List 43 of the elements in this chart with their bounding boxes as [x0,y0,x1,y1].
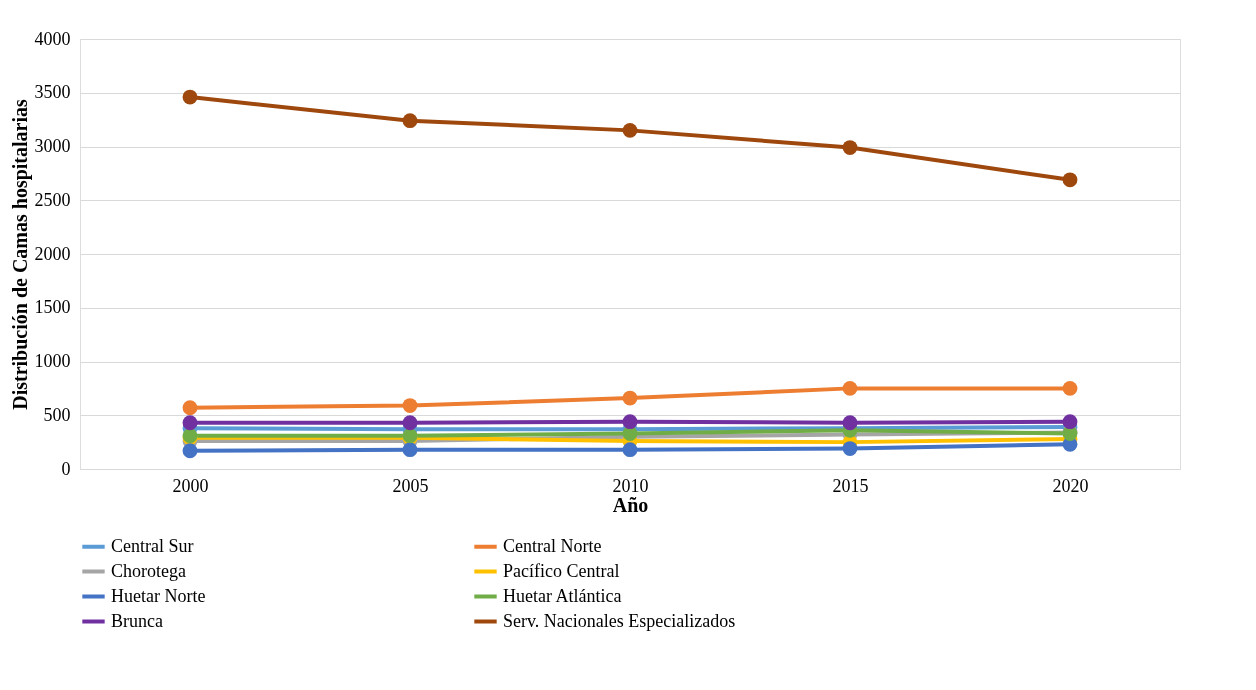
y-tick-label: 3500 [34,82,71,103]
point [1062,414,1078,430]
point [402,442,418,458]
x-tick-label: 2005 [392,475,429,496]
point [622,122,638,138]
y-tick-label: 4000 [34,28,71,49]
y-tick-label: 500 [43,404,71,425]
legend-label: Pacífico Central [503,560,620,581]
x-tick-label: 2010 [612,475,649,496]
legend-label: Huetar Atlántica [503,585,622,606]
point [182,89,198,105]
point [842,140,858,155]
point [622,442,638,458]
point [402,113,418,129]
point [622,390,638,406]
x-tick-label: 2000 [172,475,209,496]
point [182,400,198,416]
y-tick-label: 2000 [34,243,71,264]
legend-label: Huetar Norte [111,585,206,606]
point [842,415,858,431]
point [402,398,418,413]
y-tick-label: 0 [61,458,71,479]
x-tick-label: 2015 [832,475,869,496]
y-tick-label: 3000 [34,136,71,156]
x-tick-label: 2020 [1052,475,1089,496]
y-tick-label: 2500 [34,189,71,210]
point [622,414,638,430]
legend-label: Serv. Nacionales Especializados [503,610,736,631]
y-tick-label: 1500 [34,297,71,318]
point [402,415,418,431]
y-axis-title: Distribución de Camas hospitalarias [8,98,32,410]
point [1062,380,1078,396]
legend-label: Central Sur [111,535,194,556]
legend-label: Chorotega [111,560,186,581]
point [1062,172,1078,188]
y-tick-label: 1000 [34,351,71,371]
legend-label: Brunca [111,610,163,631]
legend-label: Central Norte [503,535,602,556]
point [842,380,858,396]
x-axis-title: Año [612,493,649,516]
point [182,415,198,431]
point [842,441,858,456]
point [182,443,198,459]
